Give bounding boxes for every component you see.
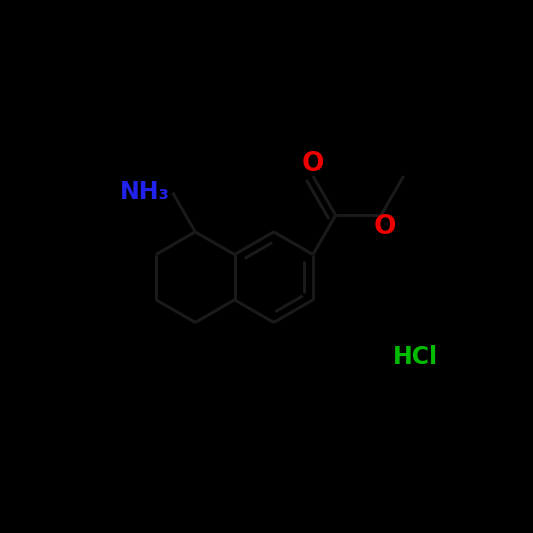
Text: O: O xyxy=(302,151,324,177)
Text: NH₃: NH₃ xyxy=(120,180,170,204)
Text: O: O xyxy=(374,214,397,240)
Text: HCl: HCl xyxy=(393,345,438,369)
